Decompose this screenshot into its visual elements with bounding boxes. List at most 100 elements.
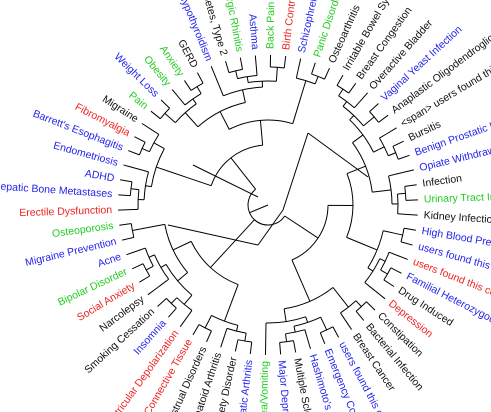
- branch-stem: [179, 316, 188, 327]
- branch-stem: [352, 134, 364, 144]
- branch-stem: [150, 110, 161, 120]
- branch-stem: [171, 89, 181, 100]
- branch-stem: [291, 259, 303, 284]
- branch-stem: [210, 65, 217, 78]
- branch-stem: [405, 213, 418, 216]
- branch-stem: [151, 223, 165, 228]
- branch-stem: [227, 219, 255, 250]
- branch-stem: [164, 112, 172, 120]
- branch-stem: [186, 310, 193, 318]
- branch-arc: [148, 134, 160, 152]
- branch-stem: [160, 99, 170, 109]
- leaf-label: Nausea/Vomiting: [258, 361, 271, 412]
- branch-stem: [196, 86, 202, 94]
- branch-stem: [259, 120, 264, 146]
- branch-stem: [126, 250, 138, 256]
- interior-branch: [167, 224, 259, 246]
- branch-stem: [338, 88, 344, 97]
- branch-stem: [372, 190, 386, 193]
- branch-stem: [383, 230, 390, 233]
- branch-stem: [226, 303, 232, 316]
- branch-stem: [380, 269, 388, 275]
- branch-stem: [118, 194, 131, 197]
- branch-stem: [123, 164, 136, 169]
- interior-branch: [282, 132, 309, 211]
- branch-stem: [383, 279, 395, 287]
- branch-stem: [141, 147, 150, 153]
- branch-stem: [145, 185, 152, 188]
- branch-stem: [306, 337, 311, 350]
- branch-stem: [346, 165, 366, 175]
- branch-stem: [147, 287, 158, 296]
- branch-stem: [379, 133, 387, 139]
- branch-stem: [324, 67, 330, 80]
- root-branch: [249, 204, 269, 214]
- branch-stem: [394, 232, 403, 236]
- branch-stem: [160, 263, 167, 268]
- branch-stem: [192, 324, 200, 336]
- branch-stem: [156, 166, 169, 172]
- branch-stem: [220, 335, 225, 348]
- branch-stem: [284, 215, 319, 239]
- branch-stem: [225, 60, 230, 73]
- leaf-label: Erectile Dysfunction: [19, 204, 112, 219]
- branch-stem: [223, 315, 228, 322]
- branch-stem: [219, 111, 230, 130]
- branch-stem: [242, 89, 246, 103]
- branch-arc: [211, 314, 239, 326]
- branch-stem: [297, 58, 302, 71]
- branch-arc: [198, 324, 212, 332]
- branch-stem: [283, 55, 287, 69]
- branch-stem: [192, 98, 197, 105]
- branch-stem: [319, 332, 326, 345]
- branch-stem: [398, 154, 410, 160]
- branch-stem: [373, 149, 380, 153]
- branch-stem: [230, 284, 239, 304]
- branch-stem: [385, 189, 392, 192]
- branch-stem: [359, 92, 368, 103]
- branch-stem: [353, 101, 361, 109]
- branch-arc: [293, 316, 321, 327]
- branch-stem: [168, 307, 177, 318]
- branch-stem: [344, 319, 353, 330]
- branch-arc: [138, 141, 146, 156]
- branch-stem: [157, 298, 167, 307]
- branch-arc: [142, 263, 151, 277]
- branch-stem: [379, 258, 386, 262]
- branch-arc: [130, 223, 135, 238]
- branch-stem: [188, 116, 199, 128]
- branch-stem: [158, 145, 165, 150]
- branch-arc: [336, 85, 350, 94]
- branch-stem: [340, 297, 346, 303]
- leaf-label: Urinary Tract Infection: [424, 190, 491, 205]
- branch-arc: [392, 146, 399, 160]
- leaf-label: Asthma: [246, 14, 261, 51]
- branch-stem: [255, 67, 258, 76]
- branch-stem: [397, 213, 406, 215]
- branch-stem: [285, 333, 288, 342]
- leaf-label: Infection: [422, 172, 463, 189]
- branch-stem: [344, 302, 349, 308]
- branch-stem: [314, 76, 319, 85]
- branch-stem: [400, 241, 413, 246]
- branch-stem: [140, 227, 147, 230]
- branch-stem: [375, 290, 386, 300]
- branch-stem: [177, 272, 188, 282]
- branch-stem: [348, 83, 357, 94]
- branch-stem: [303, 80, 307, 87]
- branch-stem: [249, 341, 253, 355]
- branch-stem: [388, 174, 395, 177]
- branch-stem: [332, 287, 342, 299]
- branch-stem: [363, 121, 369, 127]
- branch-stem: [132, 263, 144, 270]
- branch-stem: [369, 103, 379, 112]
- branch-stem: [187, 177, 212, 187]
- branch-stem: [378, 114, 389, 123]
- branch-stem: [378, 146, 385, 150]
- branch-stem: [134, 167, 143, 171]
- branch-stem: [223, 328, 228, 337]
- branch-stem: [311, 62, 316, 75]
- branch-stem: [397, 192, 406, 195]
